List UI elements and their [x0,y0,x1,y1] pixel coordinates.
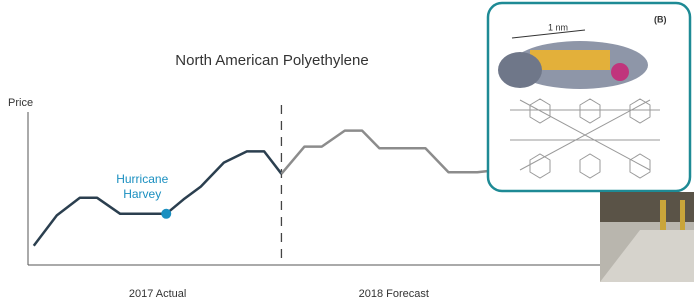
line-series [281,131,506,174]
chart-title: North American Polyethylene [175,52,368,69]
inset-label: 1 nm [548,22,568,32]
y-axis-label: Price [8,97,33,109]
inset-label: (B) [654,14,667,24]
chart: North American Polyethylene Price 2017 A… [0,0,694,302]
annotation-label: Harvey [123,187,161,201]
x-section-label: 2018 Forecast [359,288,429,300]
inset-photo [600,192,694,282]
x-section-label: 2017 Actual [129,288,187,300]
inset-molecule: 1 nm (B) [488,3,690,191]
annotation-point [161,209,171,219]
annotation-label: Hurricane [116,172,168,186]
